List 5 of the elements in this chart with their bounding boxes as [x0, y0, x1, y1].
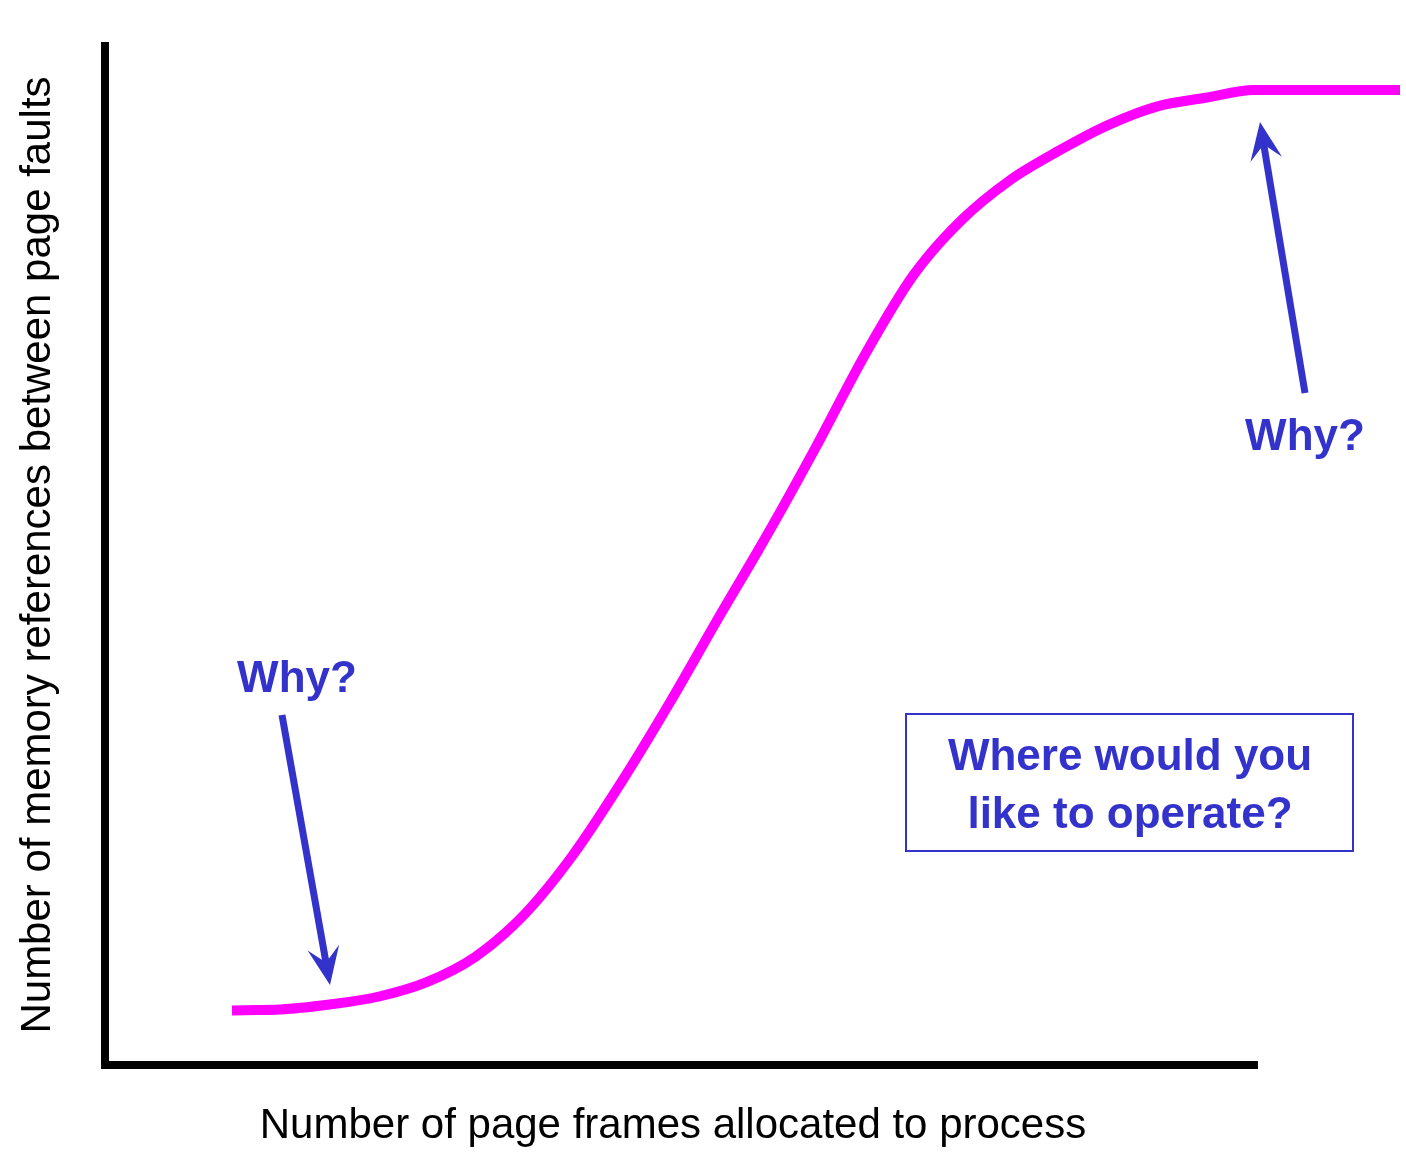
x-axis-title: Number of page frames allocated to process	[259, 1100, 1087, 1147]
annotation: Why?	[237, 652, 357, 701]
y-axis-title: Number of memory references between page faults	[12, 76, 59, 1034]
annotation: Why?	[1245, 410, 1365, 459]
annotation: Where would you like to operate?	[947, 730, 1313, 837]
